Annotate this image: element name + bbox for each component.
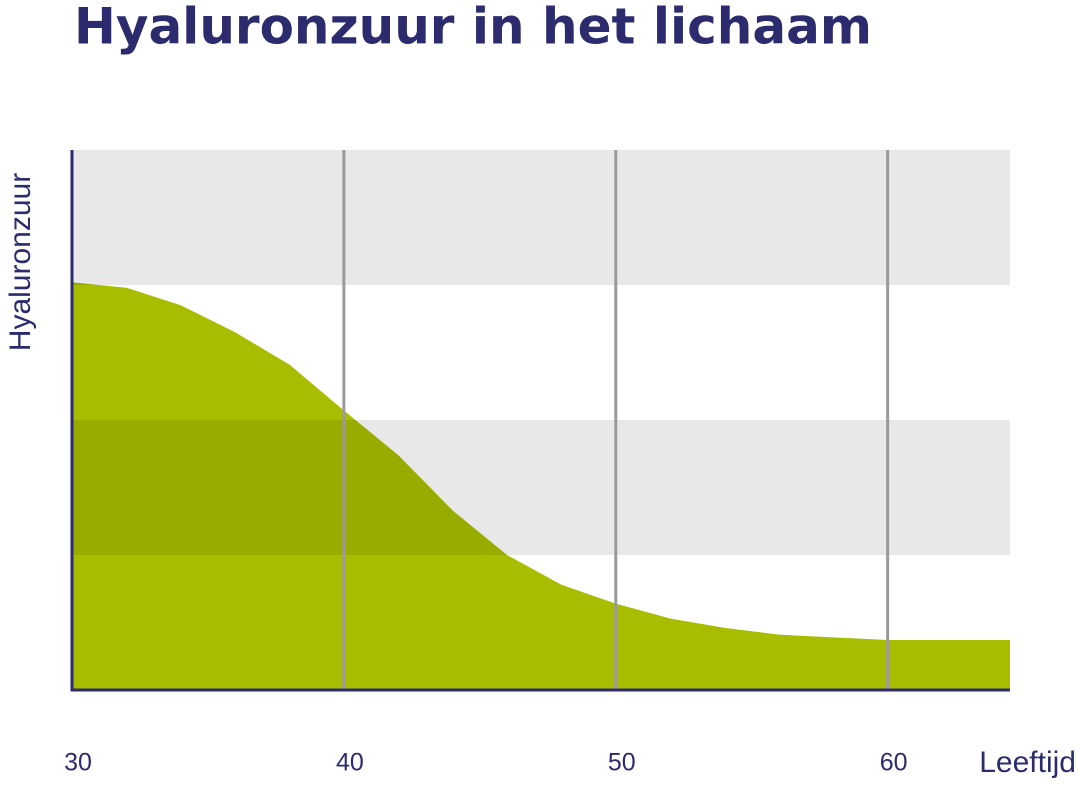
area bbox=[72, 282, 1010, 690]
x-tick-label: 50 bbox=[608, 749, 636, 777]
background-band bbox=[72, 150, 1010, 285]
background-band bbox=[72, 420, 1010, 555]
y-axis-label: Hyaluronzuur bbox=[4, 173, 37, 351]
x-tick-label: 30 bbox=[64, 749, 92, 777]
x-tick-label: 40 bbox=[336, 749, 364, 777]
x-tick-label: 60 bbox=[880, 749, 908, 777]
x-axis-label: Leeftijd bbox=[979, 746, 1076, 779]
chart-title: Hyaluronzuur in het lichaam bbox=[74, 0, 872, 56]
